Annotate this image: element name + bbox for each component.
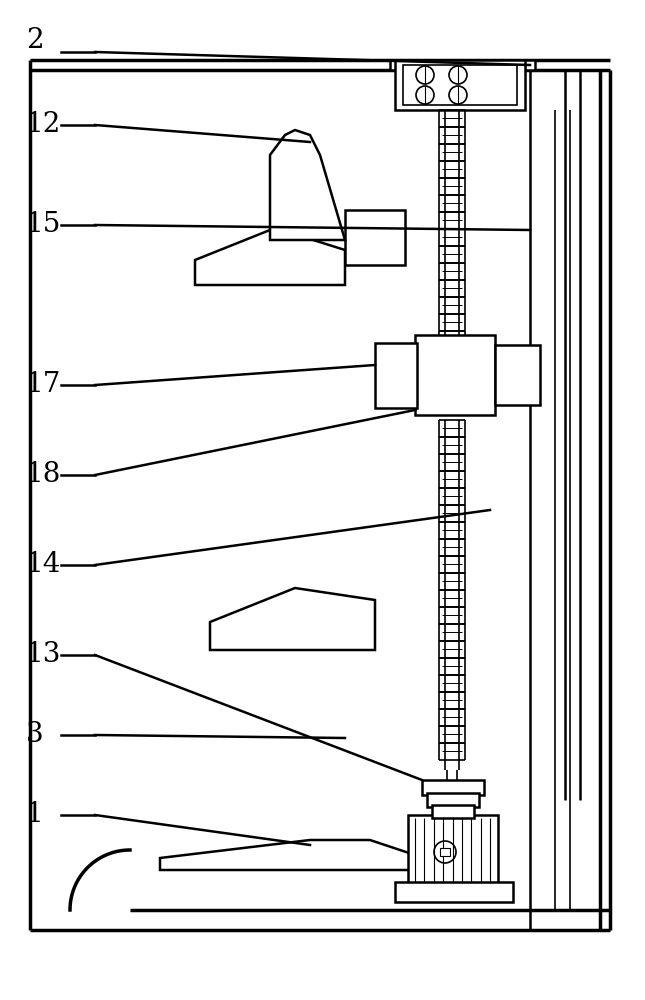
Text: 13: 13 <box>26 642 61 668</box>
Bar <box>440 848 450 856</box>
Bar <box>427 793 479 807</box>
Bar <box>495 345 540 405</box>
Polygon shape <box>195 228 345 285</box>
Polygon shape <box>270 130 345 240</box>
Polygon shape <box>210 588 375 650</box>
Text: 3: 3 <box>26 722 43 748</box>
Text: 1: 1 <box>26 802 44 828</box>
Text: 15: 15 <box>26 212 61 238</box>
Text: 17: 17 <box>26 371 61 398</box>
Bar <box>395 60 525 110</box>
Bar <box>408 815 498 885</box>
Bar <box>432 805 474 818</box>
Bar <box>390 60 535 70</box>
Bar <box>375 343 417 408</box>
Text: 2: 2 <box>26 26 43 53</box>
Bar <box>422 780 484 795</box>
Bar <box>395 882 513 902</box>
Bar <box>403 65 517 105</box>
Text: 14: 14 <box>26 552 61 578</box>
Bar <box>415 335 495 415</box>
Text: 12: 12 <box>26 111 61 138</box>
Polygon shape <box>160 840 415 870</box>
Bar <box>345 210 405 265</box>
Text: 18: 18 <box>26 462 61 488</box>
